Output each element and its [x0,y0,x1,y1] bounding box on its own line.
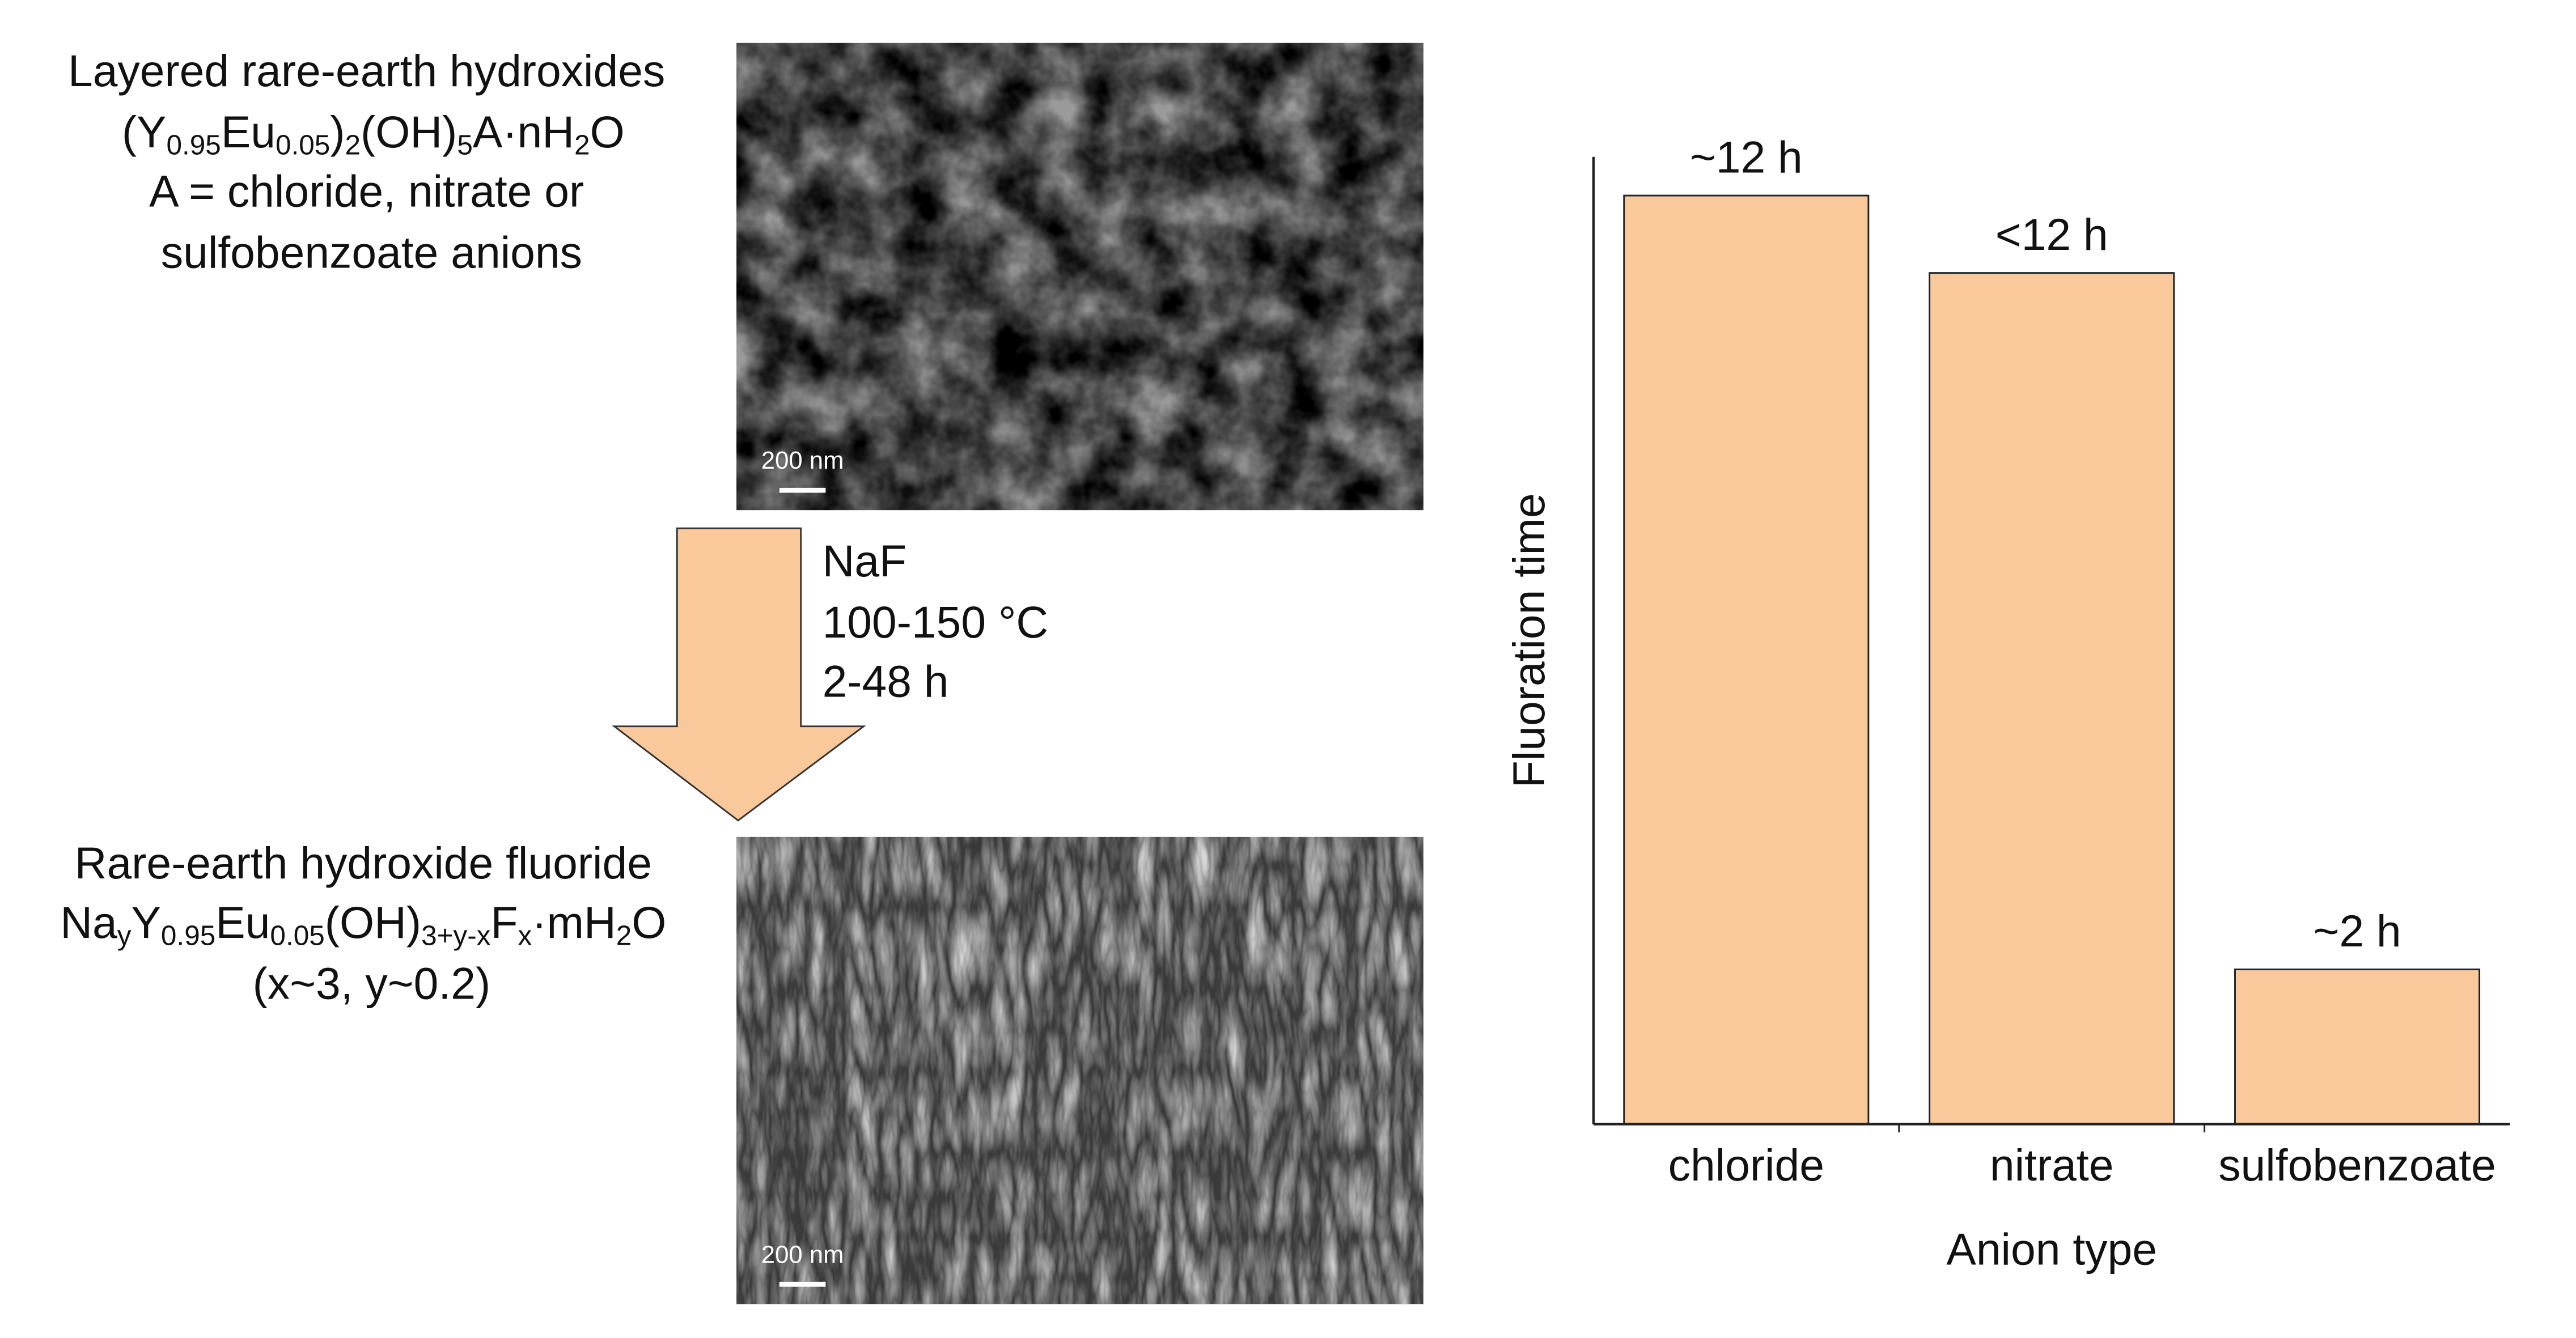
bar-chart: ~12 h chloride <12 h nitrate ~2 h sulfobenzoa… [1504,133,2510,1275]
subscript: 2 [574,129,590,160]
value-label: ~12 h [1690,133,1803,182]
bar [2234,969,2481,1125]
formula-part: Na [60,898,117,948]
formula-part: O [632,898,666,948]
formula-part: O [590,107,625,157]
formula-part: Y [131,898,160,948]
reaction-arrow [612,527,866,822]
precursor-name: Layered rare-earth hydroxides [68,46,665,96]
condition: 100-150 °C [823,597,1049,647]
formula-part: (OH) [325,898,421,948]
formula-part: (OH) [361,107,457,157]
x-tick-label: nitrate [1990,1140,2114,1190]
formula-part: Eu [221,107,276,157]
subscript: 0.05 [276,129,330,160]
subscript: 2 [616,920,632,952]
sem-texture [736,836,1423,1305]
subscript: 5 [457,129,473,160]
product-formula: NayY0.95Eu0.05(OH)3+y-xFx·mH2O [60,898,666,952]
composition: (x~3, y~0.2) [253,959,491,1009]
scale-bar-label: 200 nm [761,1241,844,1268]
condition: 2-48 h [823,657,949,707]
formula-part: ·mH [532,898,616,948]
formula-part: A·nH [473,107,574,157]
subscript: 0.95 [161,920,215,952]
condition: NaF [823,536,907,586]
subscript: 2 [345,129,361,160]
subscript: 0.95 [166,129,221,160]
y-axis-title: Fluoration time [1504,493,1554,788]
subscript: 3+y-x [421,920,491,952]
subscript: x [518,920,532,952]
subscript: y [117,920,132,952]
x-tick-label: sulfobenzoate [2218,1140,2496,1190]
value-label: <12 h [1995,210,2108,260]
x-axis-title: Anion type [1946,1225,2157,1275]
formula-part: F [491,898,518,948]
subscript: 0.05 [270,920,324,952]
formula-part: (Y [122,107,167,157]
bar [1623,194,1870,1125]
scale-bar-label: 200 nm [761,447,844,474]
precursor-formula: (Y0.95Eu0.05)2(OH)5A·nH2O [122,107,625,161]
anion-note: sulfobenzoate anions [161,227,582,277]
anion-note: A = chloride, nitrate or [149,167,584,216]
product-name: Rare-earth hydroxide fluoride [75,838,652,888]
sem-texture [736,43,1423,511]
bar [1929,272,2175,1125]
formula-part: Eu [215,898,270,948]
x-tick-label: chloride [1668,1140,1824,1190]
value-label: ~2 h [2313,906,2401,956]
formula-part: ) [330,107,345,157]
